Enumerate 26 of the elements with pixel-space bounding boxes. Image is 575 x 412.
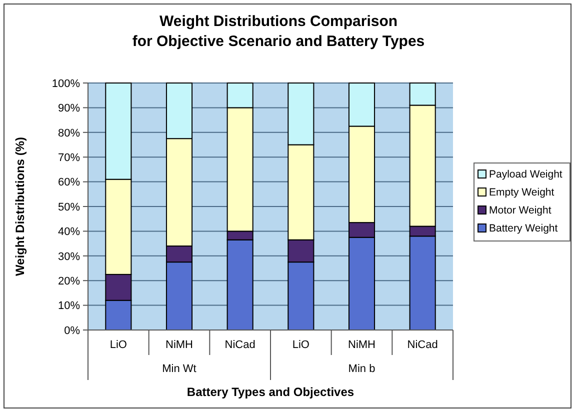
y-tick-label: 100%	[52, 78, 80, 90]
x-tick-label: LiO	[292, 339, 310, 351]
y-tick-label: 0%	[64, 324, 80, 337]
text: Min b	[348, 363, 376, 375]
legend-label: Empty Weight	[489, 186, 554, 199]
x-tick-label: NiMH	[166, 339, 194, 351]
text: Min Wt	[162, 363, 196, 375]
x-tick-label: NiMH	[348, 339, 376, 351]
x-axis-title: Battery Types and Objectives	[186, 385, 354, 399]
x-tick-label: NiCad	[224, 339, 256, 351]
legend-label: Payload Weight	[489, 168, 562, 181]
x-tick-label: LiO	[110, 339, 128, 351]
y-tick-label: 50%	[58, 201, 80, 214]
y-tick-label: 40%	[58, 226, 80, 238]
y-tick-label: 60%	[58, 176, 80, 189]
y-axis-title: Weight Distributions (%)	[13, 136, 27, 276]
legend-label: Battery Weight	[489, 222, 558, 235]
y-tick-label: 80%	[58, 127, 80, 140]
y-tick-label: 20%	[58, 275, 80, 288]
y-tick-label: 90%	[58, 102, 80, 115]
y-tick-label: 10%	[58, 300, 80, 312]
legend-label: Motor Weight	[489, 204, 552, 217]
x-tick-label: NiCad	[407, 339, 438, 351]
y-tick-label: 70%	[58, 152, 80, 164]
y-tick-label: 30%	[58, 250, 80, 263]
chart-title: Weight Distributions Comparison for Objective Scenario and Battery Types	[132, 13, 425, 50]
